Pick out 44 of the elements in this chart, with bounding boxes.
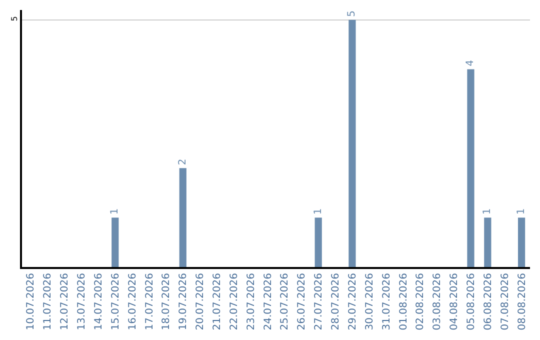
x-tick-label: 19.07.2026 bbox=[178, 273, 190, 330]
x-tick-label: 01.08.2026 bbox=[398, 273, 410, 330]
x-tick-label: 22.07.2026 bbox=[228, 273, 240, 330]
data-label: 1 bbox=[516, 208, 528, 215]
x-tick-label: 11.07.2026 bbox=[42, 273, 54, 330]
x-tick-label: 31.07.2026 bbox=[381, 273, 392, 330]
x-tick-label: 14.07.2026 bbox=[93, 273, 104, 330]
x-tick-label: 08.08.2026 bbox=[516, 273, 528, 330]
x-tick-label: 03.08.2026 bbox=[432, 273, 444, 330]
bar bbox=[112, 218, 119, 267]
data-label: 1 bbox=[110, 208, 121, 215]
x-tick-label: 18.07.2026 bbox=[161, 273, 172, 330]
x-tick-label: 24.07.2026 bbox=[262, 273, 274, 330]
x-tick-label: 28.07.2026 bbox=[330, 273, 342, 330]
x-tick-label: 06.08.2026 bbox=[482, 273, 494, 330]
x-tick-label: 16.07.2026 bbox=[127, 273, 138, 330]
x-tick-label: 30.07.2026 bbox=[364, 273, 376, 330]
x-tick-label: 27.07.2026 bbox=[314, 273, 325, 330]
x-tick-label: 29.07.2026 bbox=[347, 273, 358, 330]
x-tick-label: 17.07.2026 bbox=[144, 273, 156, 330]
bar bbox=[518, 218, 526, 267]
data-label: 5 bbox=[346, 10, 358, 17]
x-tick-label: 20.07.2026 bbox=[195, 273, 206, 330]
x-tick-label: 10.07.2026 bbox=[26, 273, 37, 330]
x-tick-label: 23.07.2026 bbox=[246, 273, 257, 330]
bar bbox=[484, 218, 492, 267]
x-tick-label: 13.07.2026 bbox=[76, 273, 88, 330]
x-tick-label: 07.08.2026 bbox=[500, 273, 511, 330]
x-tick-label: 25.07.2026 bbox=[280, 273, 291, 330]
bar bbox=[179, 168, 186, 267]
data-label: 2 bbox=[177, 158, 188, 166]
data-label: 1 bbox=[312, 208, 324, 215]
bar bbox=[348, 20, 356, 267]
x-tick-label: 15.07.2026 bbox=[110, 273, 122, 330]
data-label: 4 bbox=[465, 60, 476, 66]
data-label: 1 bbox=[482, 208, 494, 215]
x-tick-label: 05.08.2026 bbox=[466, 273, 477, 330]
bar bbox=[314, 218, 322, 267]
x-tick-label: 21.07.2026 bbox=[212, 273, 223, 330]
x-tick-label: 04.08.2026 bbox=[449, 273, 460, 330]
x-tick-label: 02.08.2026 bbox=[415, 273, 426, 330]
x-tick-label: 26.07.2026 bbox=[296, 273, 308, 330]
bar bbox=[467, 69, 474, 267]
x-tick-label: 12.07.2026 bbox=[60, 273, 71, 330]
